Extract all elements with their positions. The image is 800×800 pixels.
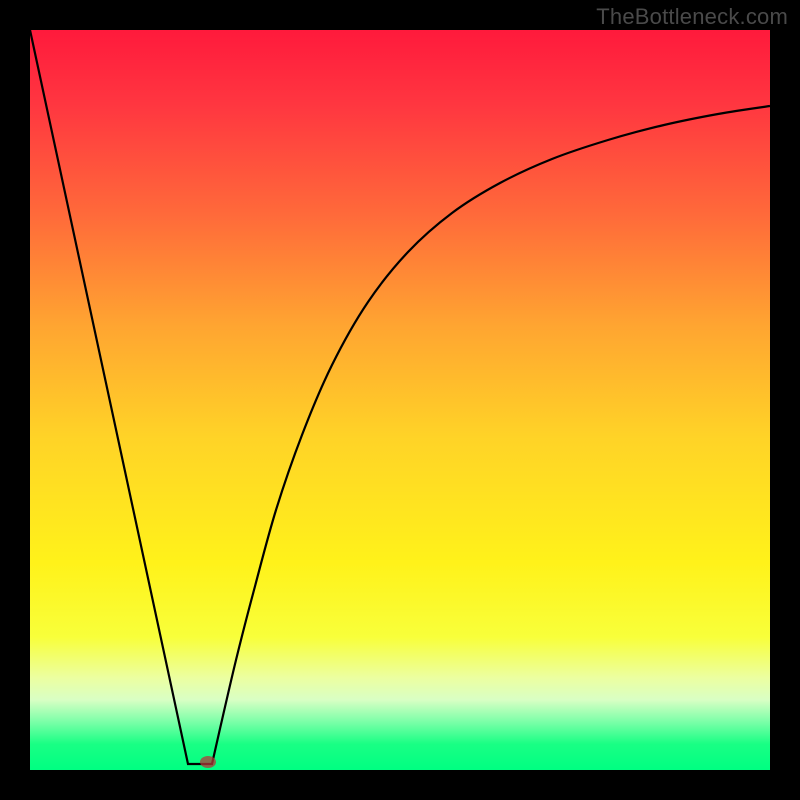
- optimal-point-marker: [200, 756, 216, 768]
- watermark-text: TheBottleneck.com: [596, 4, 788, 30]
- chart-frame: TheBottleneck.com: [0, 0, 800, 800]
- bottleneck-curve-chart: [0, 0, 800, 800]
- plot-background-gradient: [30, 30, 770, 770]
